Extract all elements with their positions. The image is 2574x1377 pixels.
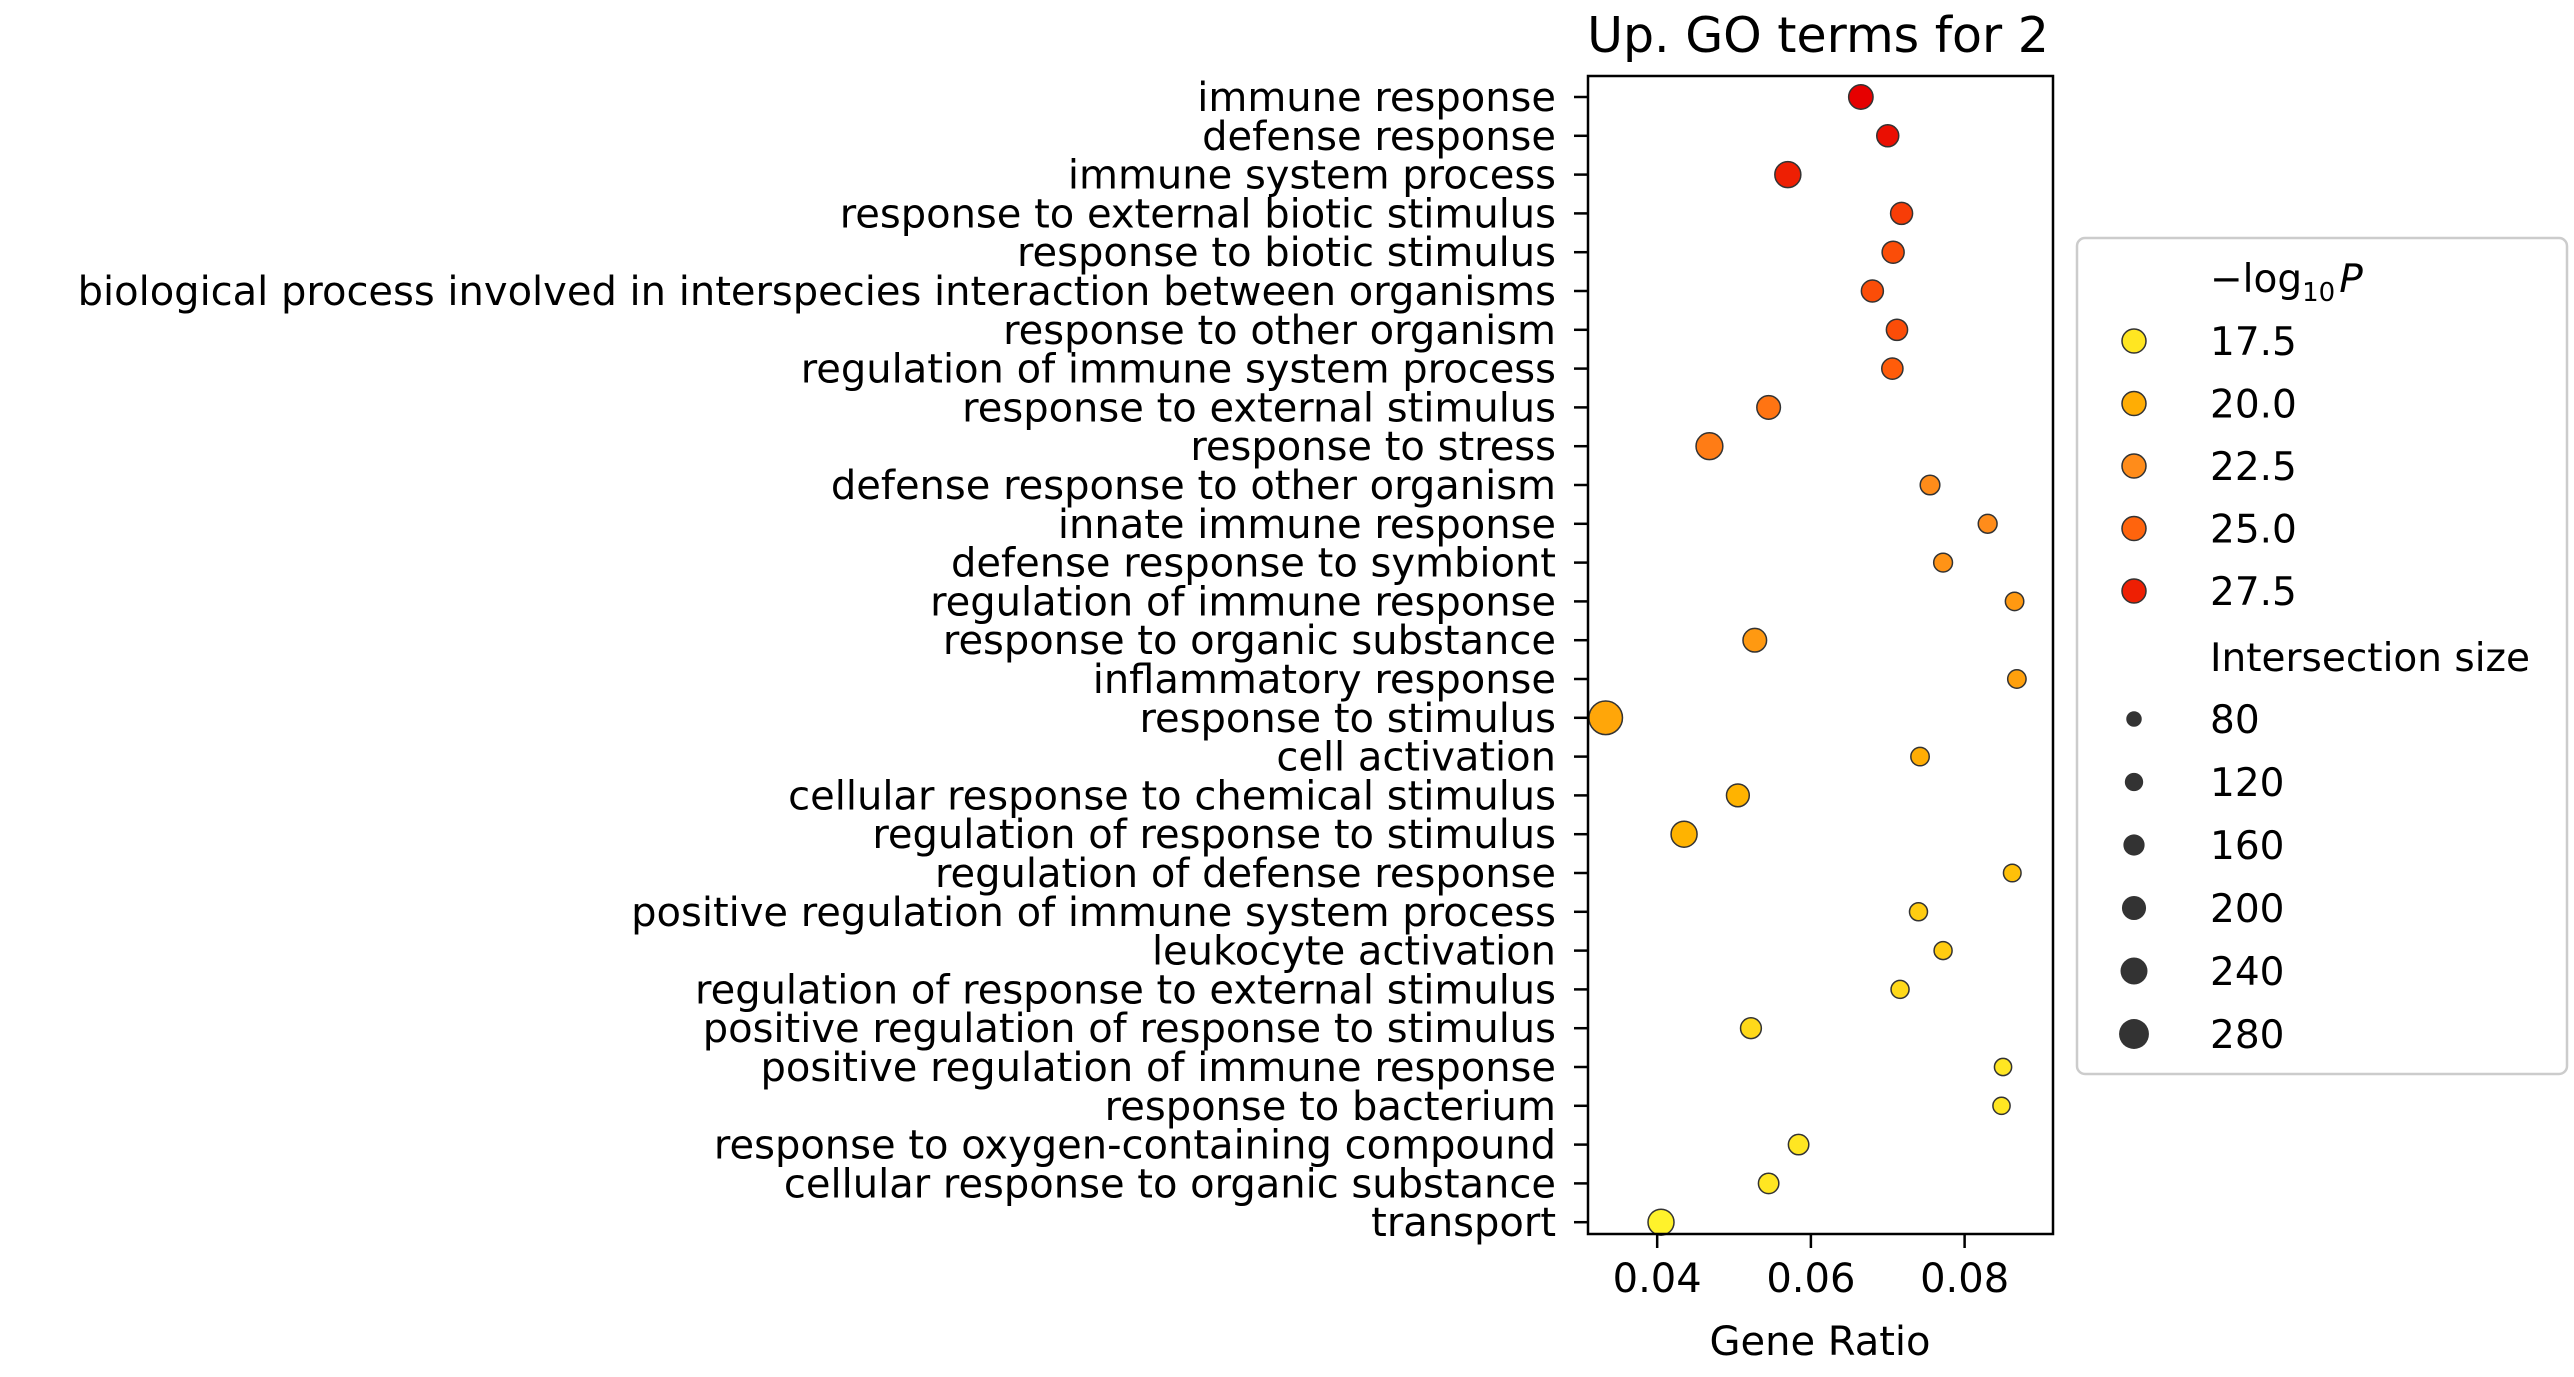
y-tick-label: regulation of response to external stimu… bbox=[695, 967, 1556, 1013]
data-point bbox=[1742, 627, 1768, 653]
legend-color-label: 22.5 bbox=[2210, 445, 2297, 490]
data-point bbox=[1881, 357, 1904, 380]
legend-size-swatch bbox=[2123, 834, 2145, 856]
y-tick-label: response to stress bbox=[1190, 424, 1556, 470]
plot-frame bbox=[1586, 74, 2055, 1236]
legend-color-label: 20.0 bbox=[2210, 383, 2297, 428]
legend-color-swatch bbox=[2121, 515, 2147, 542]
data-point bbox=[1757, 1172, 1780, 1195]
legend-color-title: −log10 P bbox=[2210, 257, 2363, 308]
legend-size-items: 80 120 160 200 240 280 bbox=[2119, 698, 2284, 1058]
data-point bbox=[1588, 700, 1624, 736]
y-tick-label: response to biotic stimulus bbox=[1017, 230, 1556, 276]
legend-color-swatch bbox=[2121, 390, 2147, 417]
legend-size-label: 160 bbox=[2210, 824, 2284, 869]
y-tick-label: cell activation bbox=[1276, 735, 1556, 781]
data-point bbox=[1885, 318, 1909, 342]
data-point bbox=[1932, 552, 1954, 573]
y-tick-label: positive regulation of response to stimu… bbox=[703, 1006, 1556, 1052]
y-tick-label: response to external stimulus bbox=[962, 385, 1556, 431]
y-tick-label: immune system process bbox=[1068, 153, 1556, 199]
y-tick-label: response to organic substance bbox=[943, 618, 1556, 664]
data-point bbox=[1876, 124, 1900, 148]
data-point bbox=[1933, 940, 1953, 961]
legend: −log10 P 17.5 20.0 22.5 25.0 27.5 Intersectio… bbox=[2075, 236, 2569, 1076]
data-point bbox=[1919, 474, 1941, 496]
legend-size-swatch bbox=[2120, 957, 2148, 985]
y-tick-label: response to oxygen-containing compound bbox=[714, 1123, 1556, 1169]
y-tick-label: positive regulation of immune system pro… bbox=[631, 890, 1556, 936]
legend-color-items: 17.5 20.0 22.5 25.0 27.5 bbox=[2121, 320, 2297, 615]
legend-color-label: 25.0 bbox=[2210, 508, 2297, 553]
data-point bbox=[1977, 513, 1998, 534]
data-point bbox=[1910, 746, 1930, 767]
legend-size-label: 240 bbox=[2210, 950, 2284, 995]
y-axis-ticks bbox=[1574, 95, 1588, 1224]
data-point bbox=[1695, 432, 1724, 461]
legend-size-swatch bbox=[2124, 772, 2144, 792]
legend-size-swatch bbox=[2121, 895, 2147, 921]
y-tick-label: cellular response to organic substance bbox=[784, 1161, 1556, 1207]
x-tick-label: 0.04 bbox=[1613, 1256, 1702, 1302]
x-tick-label: 0.08 bbox=[1920, 1256, 2009, 1302]
data-point bbox=[1993, 1057, 2013, 1077]
legend-size-swatch bbox=[2119, 1019, 2149, 1049]
data-point bbox=[1647, 1208, 1675, 1236]
data-point bbox=[1881, 240, 1905, 264]
x-axis-title: Gene Ratio bbox=[1710, 1319, 1931, 1365]
legend-frame bbox=[2075, 236, 2569, 1076]
x-axis-ticks: 0.04 0.06 0.08 bbox=[1613, 1234, 2009, 1302]
legend-size-title: Intersection size bbox=[2210, 636, 2530, 681]
data-point bbox=[1670, 820, 1698, 848]
y-tick-label: response to stimulus bbox=[1139, 696, 1556, 742]
data-point bbox=[1890, 979, 1910, 1000]
legend-color-swatch bbox=[2121, 328, 2147, 354]
y-tick-label: biological process involved in interspec… bbox=[78, 269, 1556, 315]
y-tick-label: regulation of defense response bbox=[935, 851, 1556, 897]
y-tick-label: defense response bbox=[1202, 114, 1556, 160]
y-tick-label: regulation of response to stimulus bbox=[872, 812, 1556, 858]
data-points bbox=[1588, 84, 2027, 1236]
legend-color-swatch bbox=[2121, 453, 2147, 479]
y-tick-label: regulation of immune response bbox=[930, 579, 1556, 625]
data-point bbox=[1725, 783, 1751, 808]
legend-size-label: 280 bbox=[2210, 1013, 2284, 1058]
y-tick-label: positive regulation of immune response bbox=[760, 1045, 1556, 1091]
legend-size-swatch bbox=[2126, 711, 2142, 727]
legend-color-label: 27.5 bbox=[2210, 570, 2297, 615]
data-point bbox=[1847, 84, 1874, 110]
data-point bbox=[1756, 394, 1782, 420]
data-point bbox=[1787, 1133, 1810, 1156]
y-tick-label: regulation of immune system process bbox=[801, 347, 1556, 393]
data-point bbox=[2006, 669, 2027, 689]
y-tick-label: defense response to symbiont bbox=[951, 541, 1556, 587]
legend-size-label: 200 bbox=[2210, 887, 2284, 932]
x-tick-label: 0.06 bbox=[1766, 1256, 1855, 1302]
y-tick-label: leukocyte activation bbox=[1152, 929, 1556, 975]
data-point bbox=[1739, 1017, 1763, 1040]
data-point bbox=[2002, 863, 2022, 883]
chart-title: Up. GO terms for 2 bbox=[1587, 7, 2049, 64]
legend-color-swatch bbox=[2121, 578, 2147, 604]
y-tick-label: inflammatory response bbox=[1093, 657, 1556, 703]
data-point bbox=[1774, 160, 1802, 189]
data-point bbox=[1860, 279, 1885, 303]
legend-color-label: 17.5 bbox=[2210, 320, 2297, 365]
y-tick-label: immune response bbox=[1197, 75, 1556, 121]
y-tick-label: cellular response to chemical stimulus bbox=[788, 773, 1556, 819]
y-tick-label: defense response to other organism bbox=[831, 463, 1556, 509]
y-tick-label: response to bacterium bbox=[1105, 1084, 1556, 1130]
legend-size-label: 80 bbox=[2210, 698, 2260, 743]
data-point bbox=[1908, 902, 1929, 922]
y-tick-label: response to other organism bbox=[1003, 308, 1556, 354]
data-point bbox=[2004, 591, 2025, 612]
data-point bbox=[1992, 1096, 2011, 1116]
legend-size-label: 120 bbox=[2210, 761, 2284, 806]
y-tick-label: transport bbox=[1371, 1200, 1556, 1246]
y-tick-label: response to external biotic stimulus bbox=[840, 191, 1556, 237]
y-tick-label: innate immune response bbox=[1058, 502, 1556, 548]
data-point bbox=[1889, 201, 1914, 226]
